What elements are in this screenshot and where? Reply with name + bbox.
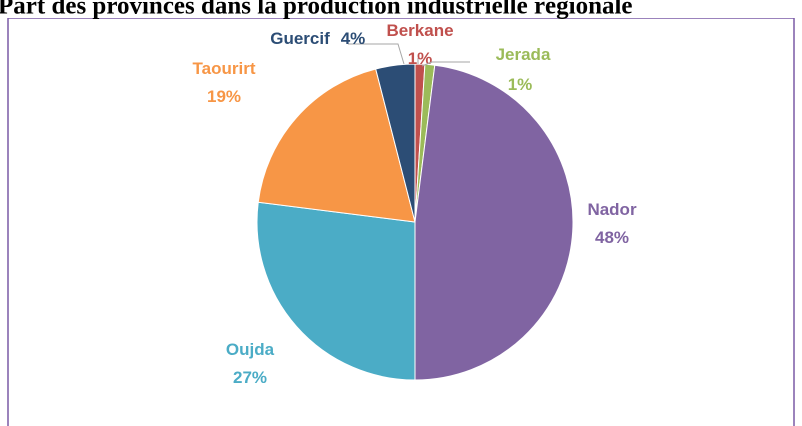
pie-slice [257, 68, 416, 223]
slice-name: Berkane [386, 21, 453, 40]
pie-slice [375, 63, 416, 223]
slice-value: 48% [595, 228, 629, 247]
leader-line [421, 61, 470, 67]
slice-name: Oujda [226, 340, 275, 359]
pie-slice [256, 201, 416, 381]
slice-value: 4% [341, 29, 366, 48]
slice-name: Jerada [496, 45, 551, 64]
slice-name: Guercif [270, 29, 330, 48]
slice-value: 1% [408, 49, 433, 68]
slice-value: 1% [508, 75, 533, 94]
slice-name: Nador [587, 200, 637, 219]
title-band [0, 0, 802, 18]
slice-value: 27% [233, 368, 267, 387]
leader-line [348, 43, 405, 65]
chart-title: Part des provinces dans la production in… [0, 0, 633, 20]
pie-slice [414, 64, 574, 381]
slice-name: Taourirt [193, 59, 256, 78]
slice-value: 19% [207, 87, 241, 106]
